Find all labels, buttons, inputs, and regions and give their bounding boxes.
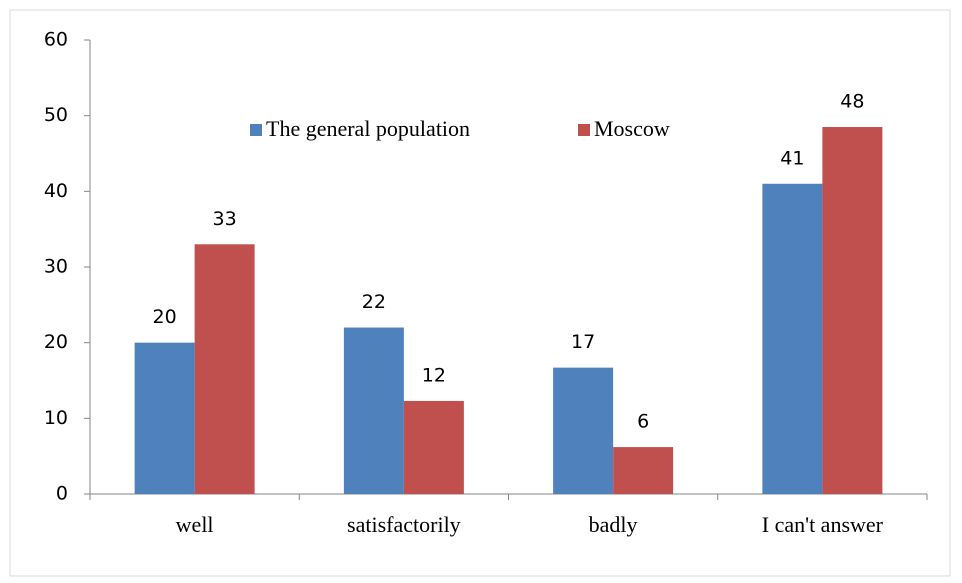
y-tick-label: 40 bbox=[44, 180, 68, 202]
data-label: 20 bbox=[153, 306, 177, 328]
legend-label: Moscow bbox=[594, 116, 670, 141]
data-label: 17 bbox=[571, 331, 595, 353]
bar bbox=[553, 367, 614, 494]
y-tick-label: 30 bbox=[44, 256, 68, 278]
bar bbox=[343, 327, 404, 494]
legend-swatch bbox=[578, 124, 590, 136]
data-label: 12 bbox=[422, 364, 446, 386]
x-tick-label: badly bbox=[589, 512, 638, 537]
legend-label: The general population bbox=[266, 116, 470, 141]
data-label: 6 bbox=[637, 411, 649, 433]
data-label: 41 bbox=[780, 147, 804, 169]
x-tick-label: I can't answer bbox=[762, 512, 884, 537]
legend-swatch bbox=[250, 124, 262, 136]
y-tick-label: 50 bbox=[44, 104, 68, 126]
y-tick-label: 20 bbox=[44, 331, 68, 353]
bar bbox=[613, 447, 674, 494]
bar bbox=[134, 342, 195, 494]
data-label: 33 bbox=[213, 208, 237, 230]
x-tick-label: satisfactorily bbox=[347, 512, 461, 537]
bar bbox=[762, 183, 823, 494]
y-tick-label: 0 bbox=[56, 483, 68, 505]
y-tick-label: 60 bbox=[44, 29, 68, 51]
x-tick-label: well bbox=[176, 512, 214, 537]
bar bbox=[822, 127, 883, 495]
data-label: 48 bbox=[840, 91, 864, 113]
data-label: 22 bbox=[362, 291, 386, 313]
bar bbox=[194, 244, 255, 494]
y-tick-label: 10 bbox=[44, 407, 68, 429]
bar bbox=[403, 400, 464, 494]
